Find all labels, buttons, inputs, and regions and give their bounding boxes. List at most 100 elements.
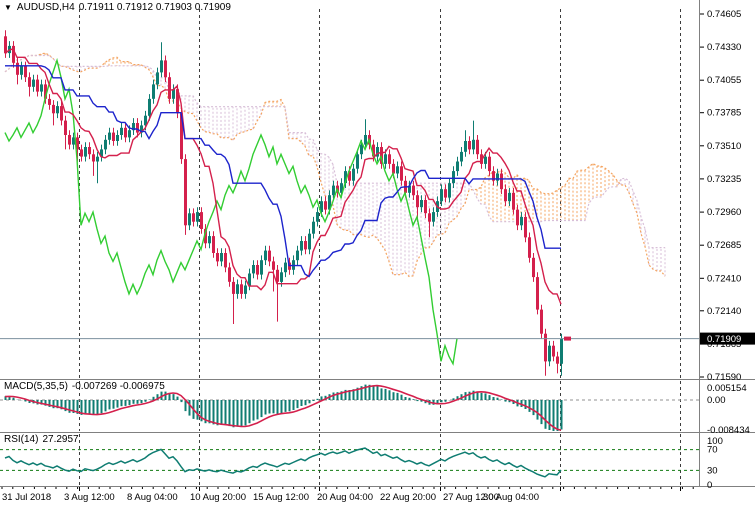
candle-body xyxy=(12,45,15,63)
candle-body xyxy=(84,147,87,157)
time-axis-label: 27 Aug 12:00 xyxy=(443,492,499,503)
candle-body xyxy=(256,265,259,275)
candle-body xyxy=(460,151,463,162)
time-axis-label: 10 Aug 20:00 xyxy=(190,492,246,503)
price-tick-label: 0.74605 xyxy=(707,9,741,20)
candle-body xyxy=(536,277,539,310)
candle-body xyxy=(152,84,155,99)
candle-body xyxy=(444,189,447,198)
candle-body xyxy=(380,147,383,164)
candle-body xyxy=(188,213,191,226)
candle-body xyxy=(388,154,391,164)
candle-body xyxy=(320,201,323,212)
candle-body xyxy=(68,135,71,145)
rsi-value: 27.2957 xyxy=(42,434,79,445)
candle-body xyxy=(268,250,271,262)
price-tick-label: 0.72960 xyxy=(707,207,741,218)
candle-body xyxy=(528,237,531,258)
candle-body xyxy=(36,79,39,92)
chart-title: ▼ AUDUSD,H4 0.71911 0.71912 0.71903 0.7190… xyxy=(4,2,231,14)
candle-body xyxy=(416,195,419,208)
candle-body xyxy=(172,89,175,99)
candle-body xyxy=(204,228,207,244)
rsi-axis-label: 70 xyxy=(707,445,718,456)
candle-body xyxy=(120,127,123,135)
candle-body xyxy=(48,98,51,105)
candle-body xyxy=(216,253,219,262)
rsi-indicator-label: RSI(14) 27.2957 xyxy=(4,434,79,446)
candle-body xyxy=(340,183,343,193)
candle-body xyxy=(56,106,59,114)
macd-axis-label: 0.00 xyxy=(707,395,726,406)
current-price-layer xyxy=(0,336,699,341)
candle-body xyxy=(296,250,299,261)
candle-body xyxy=(480,154,483,164)
candle-body xyxy=(72,137,75,145)
price-tick-label: 0.74055 xyxy=(707,75,741,86)
macd-axis-label: -0.008434 xyxy=(707,425,750,436)
candle-body xyxy=(352,168,355,181)
candle-body xyxy=(40,84,43,92)
candle-body xyxy=(244,285,247,294)
macd-values: -0.007269 -0.006975 xyxy=(71,381,165,392)
candle-body xyxy=(92,154,95,162)
candle-body xyxy=(116,135,119,141)
candle-body xyxy=(252,265,255,274)
time-axis-label: 8 Aug 04:00 xyxy=(127,492,178,503)
candle-body xyxy=(344,171,347,184)
candle-body xyxy=(548,345,551,362)
candle-body xyxy=(108,132,111,140)
kijun-line xyxy=(5,65,561,278)
candle-body xyxy=(284,262,287,273)
candle-body xyxy=(164,60,167,78)
candle-body xyxy=(328,195,331,210)
candle-body xyxy=(32,79,35,87)
macd-panel xyxy=(0,384,699,431)
candles-layer xyxy=(4,30,563,376)
candle-body xyxy=(240,284,243,294)
candle-body xyxy=(100,149,103,157)
candle-body xyxy=(104,139,107,150)
candle-body xyxy=(316,212,319,222)
time-axis: 31 Jul 2018 3 Aug 12:00 8 Aug 04:00 10 Aug … xyxy=(1,487,694,503)
candle-body xyxy=(356,154,359,169)
candle-body xyxy=(312,221,315,234)
tenkan-line xyxy=(4,48,562,305)
candle-body xyxy=(144,115,147,126)
candle-body xyxy=(432,212,435,222)
price-tick-label: 0.72410 xyxy=(707,273,741,284)
current-price-badge-label: 0.71909 xyxy=(707,334,741,345)
candle-body xyxy=(408,185,411,193)
candle-body xyxy=(372,144,375,157)
price-tick-label: 0.73510 xyxy=(707,141,741,152)
candle-body xyxy=(276,269,279,282)
candle-body xyxy=(128,130,131,138)
candle-body xyxy=(500,173,503,190)
candle-body xyxy=(440,189,443,202)
rsi-panel xyxy=(0,447,699,478)
price-tick-label: 0.73235 xyxy=(707,174,741,185)
price-tick-label: 0.72685 xyxy=(707,240,741,251)
candle-body xyxy=(492,171,495,181)
candle-body xyxy=(4,36,7,54)
candle-body xyxy=(476,139,479,155)
candle-body xyxy=(484,156,487,164)
ichimoku-cloud xyxy=(4,52,666,278)
candle-body xyxy=(16,62,19,75)
candle-body xyxy=(412,185,415,196)
candle-body xyxy=(24,66,27,78)
panel-separators xyxy=(0,0,755,487)
candle-body xyxy=(392,163,395,174)
senkou-b-line xyxy=(4,54,665,249)
candle-body xyxy=(208,236,211,244)
candle-body xyxy=(520,216,523,226)
candle-body xyxy=(136,123,139,133)
candle-body xyxy=(96,156,99,162)
candle-body xyxy=(20,66,23,75)
current-price-badge xyxy=(700,332,755,345)
price-tick-label: 0.74330 xyxy=(707,42,741,53)
symbol-dropdown-icon[interactable]: ▼ xyxy=(4,3,12,12)
candle-body xyxy=(232,281,235,294)
